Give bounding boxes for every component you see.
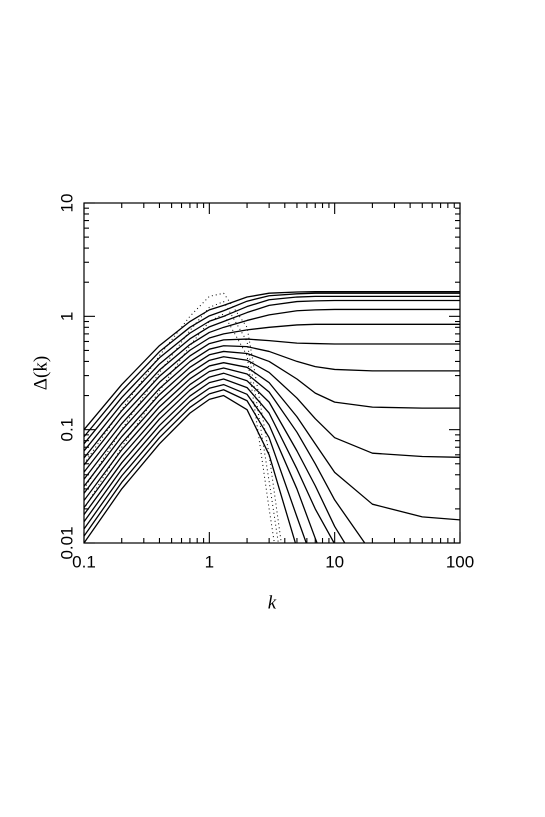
- plot-frame: [83, 202, 461, 544]
- y-tick-label: 0.01: [57, 526, 76, 559]
- series-line: [84, 313, 275, 543]
- series-line: [84, 301, 279, 543]
- series-line: [84, 372, 346, 543]
- series-line: [84, 350, 460, 487]
- series-line: [84, 295, 460, 445]
- series-line: [84, 378, 335, 543]
- y-tick-label: 0.1: [57, 418, 76, 442]
- x-tick-label: 100: [446, 552, 474, 571]
- series-line: [84, 308, 460, 459]
- series-line: [84, 367, 366, 543]
- x-tick-label: 1: [205, 552, 214, 571]
- series-line: [84, 383, 318, 543]
- series-line: [84, 323, 460, 466]
- series-line: [84, 292, 282, 543]
- series-line: [84, 299, 460, 452]
- y-axis-label: Δ(k): [30, 356, 51, 390]
- series-line: [84, 356, 460, 494]
- y-tick-label: 10: [57, 194, 76, 213]
- plot-area: [84, 291, 460, 543]
- series-line: [84, 362, 460, 521]
- y-tick-label: 1: [57, 312, 76, 321]
- x-tick-label: 0.1: [72, 552, 96, 571]
- series-line: [84, 394, 297, 543]
- x-axis-label: k: [268, 592, 277, 613]
- series-line: [84, 338, 460, 473]
- series-line: [84, 291, 460, 431]
- x-tick-label: 10: [325, 552, 344, 571]
- series-line: [84, 389, 307, 543]
- series-line: [84, 292, 460, 438]
